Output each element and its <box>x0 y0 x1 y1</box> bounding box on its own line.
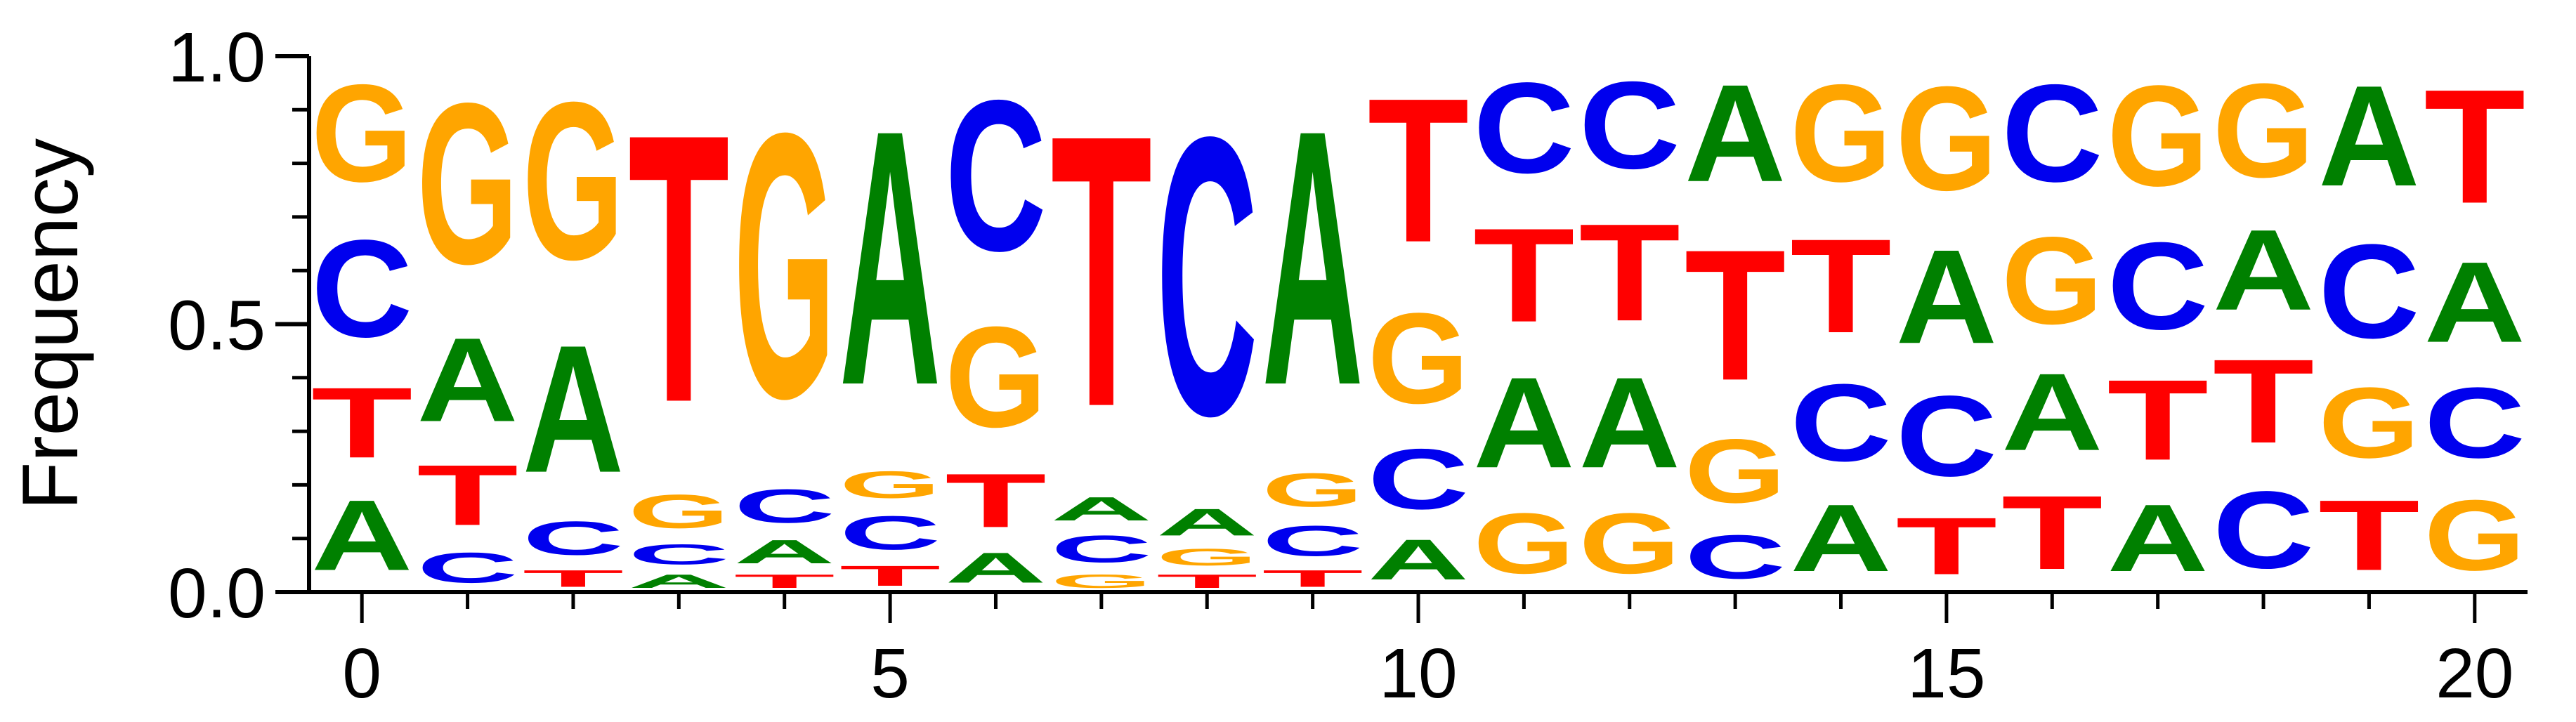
x-tick-label: 15 <box>1907 634 1985 713</box>
logo-letter-c: C <box>2213 468 2314 591</box>
logo-letter-a: A <box>311 479 412 591</box>
logo-letter-g: G <box>1473 496 1574 591</box>
x-ticks: 0 5 10 15 20 <box>342 592 2513 713</box>
logo-letter-t: T <box>2001 473 2103 591</box>
logo-letter-g: G <box>1579 496 1680 591</box>
logo-letter-g: G <box>2424 480 2525 592</box>
logo-letter-a: A <box>2107 485 2208 591</box>
logo-letter-a: A <box>1262 55 1363 461</box>
logo-letter-t: T <box>628 55 729 483</box>
logo-letter-a: A <box>417 313 518 447</box>
logo-letter-t: T <box>1790 211 1891 361</box>
logo-letter-c: C <box>2318 217 2419 367</box>
logo-letter-a: A <box>2318 55 2419 216</box>
logo-letter-g: G <box>1156 544 1257 570</box>
logo-letter-c: C <box>1156 54 1257 498</box>
logo-letter-a: A <box>2001 350 2103 473</box>
logo-letter-t: T <box>523 565 624 592</box>
logo-letter-g: G <box>2213 55 2314 205</box>
logo-letter-g: G <box>311 55 412 211</box>
logo-letter-a: A <box>734 533 835 570</box>
logo-letter-t: T <box>734 570 835 591</box>
logo-letter-g: G <box>2001 212 2103 350</box>
logo-letter-g: G <box>734 55 835 477</box>
logo-letter-c: C <box>1685 522 1786 591</box>
logo-letter-t: T <box>2213 334 2314 468</box>
logo-letter-t: T <box>1473 200 1574 350</box>
logo-letter-a: A <box>628 571 729 592</box>
logo-letter-t: T <box>311 367 412 479</box>
logo-letter-c: C <box>417 544 518 591</box>
logo-letter-c: C <box>734 479 835 532</box>
logo-letter-c: C <box>2001 56 2103 211</box>
logo-letter-a: A <box>1156 501 1257 544</box>
y-ticks: 0.0 0.5 1.0 <box>168 18 309 633</box>
logo-letter-c: C <box>945 55 1046 296</box>
logo-letter-t: T <box>945 457 1046 543</box>
logo-letter-g: G <box>628 485 729 539</box>
logo-letter-a: A <box>523 308 624 511</box>
logo-letter-g: G <box>2107 56 2208 216</box>
logo-letter-g: G <box>839 464 941 506</box>
logo-letter-g: G <box>1368 287 1469 431</box>
logo-letter-c: C <box>523 511 624 565</box>
logo-letter-a: A <box>1579 350 1680 495</box>
logo-letter-a: A <box>839 55 941 461</box>
logo-letter-t: T <box>1685 211 1786 420</box>
logo-letter-c: C <box>1473 55 1574 200</box>
logo-letter-c: C <box>1790 362 1891 485</box>
logo-letter-a: A <box>2213 206 2314 334</box>
x-tick-label: 0 <box>342 634 381 713</box>
x-tick-label: 10 <box>1379 634 1457 713</box>
logo-letter-g: G <box>2318 367 2419 480</box>
logo-letter-g: G <box>1790 55 1891 211</box>
logo-letter-t: T <box>1579 195 1680 350</box>
logo-letter-g: G <box>945 297 1046 457</box>
logo-letter-t: T <box>1262 565 1363 592</box>
logo-letter-t: T <box>1368 55 1469 285</box>
logo-letter-c: C <box>1262 517 1363 565</box>
logo-letter-c: C <box>839 506 941 560</box>
axes-layer: 0.0 0.5 1.0 0 5 10 15 20 <box>168 18 2528 713</box>
logo-letter-a: A <box>1685 56 1786 211</box>
logo-letter-c: C <box>1368 431 1469 527</box>
logo-letter-t: T <box>1156 570 1257 591</box>
logo-letter-g: G <box>1896 56 1997 222</box>
logo-letter-a: A <box>1790 485 1891 591</box>
logo-letter-c: C <box>1579 56 1680 195</box>
x-tick-label: 5 <box>870 634 910 713</box>
logo-letter-c: C <box>2424 367 2525 479</box>
logo-letter-g: G <box>523 55 624 306</box>
logo-letter-a: A <box>1896 222 1997 372</box>
logo-letter-a: A <box>2424 238 2525 367</box>
y-tick-label: 0.5 <box>168 287 266 365</box>
letters-layer: ATCGCTAGTCAGACGTTACGTCGAATGCGCATTGACTCGA… <box>311 54 2525 592</box>
logo-letter-c: C <box>1051 527 1152 570</box>
y-axis-label: Frequency <box>6 138 94 510</box>
y-tick-label: 1.0 <box>168 18 266 97</box>
logo-letter-t: T <box>417 447 518 544</box>
x-tick-label: 20 <box>2436 634 2513 713</box>
logo-letter-t: T <box>1051 54 1152 487</box>
logo-letter-t: T <box>1896 501 1997 592</box>
logo-letter-g: G <box>1262 463 1363 517</box>
logo-letter-g: G <box>417 55 518 312</box>
logo-letter-g: G <box>1051 571 1152 592</box>
logo-letter-t: T <box>2424 55 2525 237</box>
logo-letter-c: C <box>2107 217 2208 356</box>
logo-letter-t: T <box>2107 356 2208 485</box>
logo-letter-t: T <box>839 560 941 592</box>
logo-letter-a: A <box>1051 490 1152 527</box>
logo-letter-t: T <box>2318 480 2419 592</box>
logo-letter-a: A <box>945 544 1046 591</box>
logo-letter-c: C <box>1896 372 1997 501</box>
logo-letter-a: A <box>1473 350 1574 495</box>
logo-letter-c: C <box>311 211 412 367</box>
logo-letter-g: G <box>1685 420 1786 522</box>
logo-letter-a: A <box>1368 528 1469 592</box>
logo-letter-c: C <box>628 538 729 570</box>
y-tick-label: 0.0 <box>168 554 266 633</box>
